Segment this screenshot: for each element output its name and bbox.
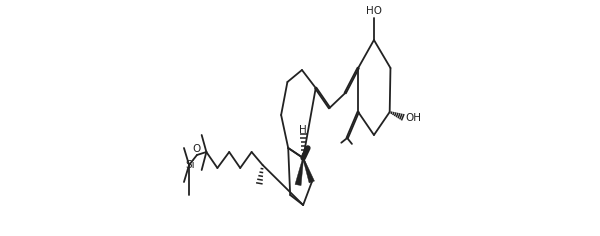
- Text: OH: OH: [406, 113, 422, 123]
- Polygon shape: [295, 158, 304, 185]
- Text: HO: HO: [366, 6, 382, 16]
- Text: H: H: [299, 125, 307, 135]
- Text: O: O: [193, 144, 201, 154]
- Polygon shape: [303, 158, 314, 183]
- Text: Si: Si: [185, 160, 195, 170]
